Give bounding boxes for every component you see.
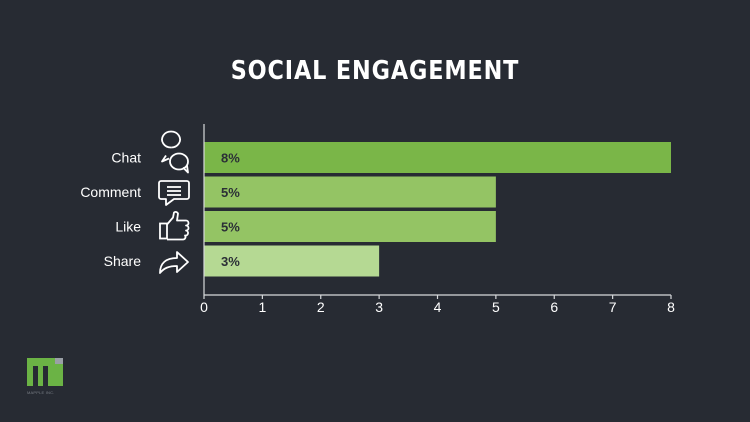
comment-icon (158, 180, 190, 206)
bar-like (204, 211, 496, 242)
value-label-chat: 8% (221, 151, 240, 166)
x-tick-label: 4 (434, 299, 442, 315)
bar-chat (204, 142, 671, 173)
x-tick-label: 8 (667, 299, 675, 315)
x-tick-label: 3 (375, 299, 383, 315)
icons-layer (158, 130, 190, 274)
x-tick-label: 6 (550, 299, 558, 315)
chart-title: SOCIAL ENGAGEMENT (230, 56, 520, 86)
category-label-like: Like (115, 219, 141, 235)
value-label-share: 3% (221, 254, 240, 269)
logo-caption: MAPPLE INC. (27, 390, 55, 395)
share-arrow-icon (159, 251, 189, 274)
category-labels-layer: Chat Comment Like Share (80, 150, 141, 270)
bars-layer: 8% 5% 5% 3% (204, 142, 671, 277)
bar-comment (204, 176, 496, 208)
mapple-logo-icon (27, 358, 63, 386)
bar-share (204, 245, 380, 277)
x-tick-label: 5 (492, 299, 500, 315)
x-tick-label: 0 (200, 299, 208, 315)
category-label-chat: Chat (111, 150, 141, 166)
value-label-like: 5% (221, 220, 240, 235)
value-label-comment: 5% (221, 185, 240, 200)
x-tick-label: 2 (317, 299, 325, 315)
category-label-comment: Comment (80, 184, 141, 200)
thumbs-up-icon (159, 211, 190, 241)
chat-bubbles-icon (161, 130, 189, 174)
x-tick-label: 1 (258, 299, 266, 315)
x-tick-label: 7 (609, 299, 617, 315)
category-label-share: Share (104, 253, 142, 269)
axis-layer: 0 1 2 3 4 5 6 7 8 (200, 124, 675, 315)
